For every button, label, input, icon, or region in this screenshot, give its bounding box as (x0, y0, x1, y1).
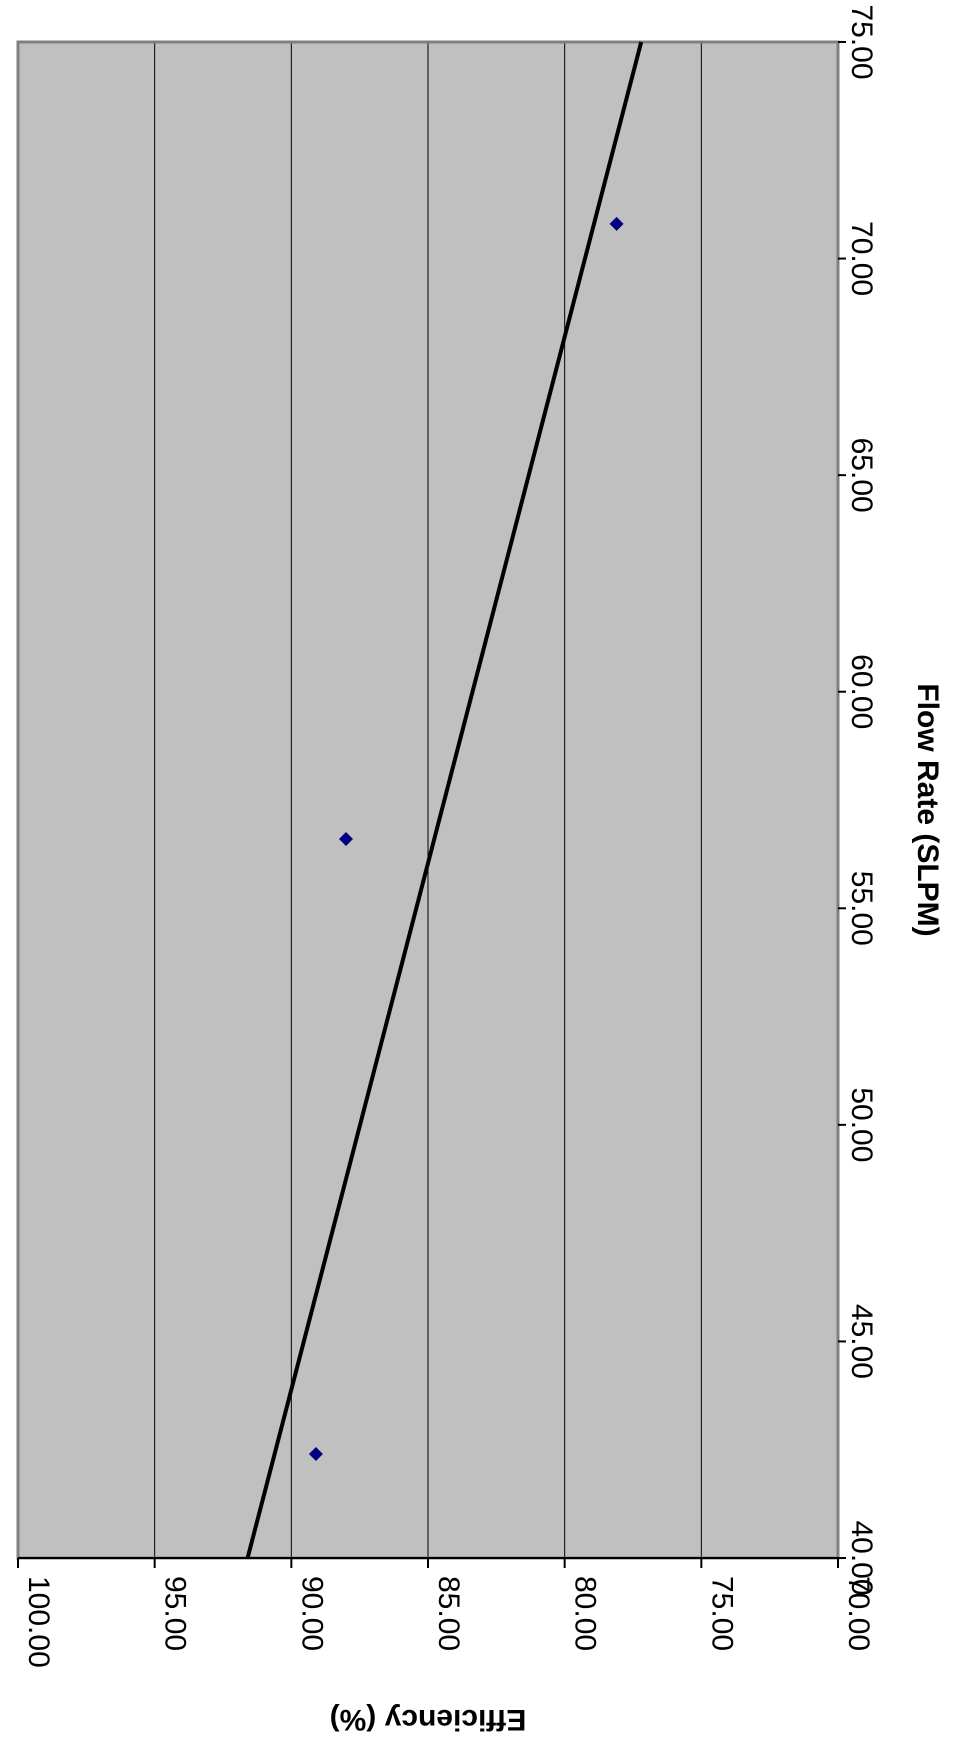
data-point (609, 216, 624, 231)
x-axis-title: Flow Rate (SLPM) (911, 683, 944, 936)
x-tick-label: 75.00 (845, 4, 878, 79)
data-point (308, 1447, 323, 1462)
y-axis-ticks: 70.00 75.00 80.00 85.00 90.00 95.00 100.00 (17, 1558, 875, 1668)
chart-root: 70.00 75.00 80.00 85.00 90.00 95.00 100.00 40.… (16, 4, 944, 1736)
trendline (245, 41, 644, 1559)
x-tick-label: 50.00 (845, 1087, 878, 1162)
y-tick-label: 85.00 (432, 1576, 465, 1651)
y-tick-label: 80.00 (569, 1576, 602, 1651)
x-axis-ticks: 40.00 45.00 50.00 55.00 60.00 65.00 70.00 75.00 (838, 4, 878, 1596)
x-tick-label: 45.00 (845, 1304, 878, 1379)
x-tick-label: 70.00 (845, 221, 878, 296)
data-points (308, 216, 624, 1462)
gridlines (154, 42, 702, 1558)
y-tick-label: 100.00 (22, 1576, 55, 1668)
x-tick-label: 55.00 (845, 871, 878, 946)
y-tick-label: 75.00 (705, 1576, 738, 1651)
y-tick-label: 90.00 (295, 1576, 328, 1651)
y-tick-label: 95.00 (159, 1576, 192, 1651)
x-tick-label: 65.00 (845, 438, 878, 513)
y-tick-label: 70.00 (842, 1576, 875, 1651)
data-point (339, 831, 353, 846)
x-tick-label: 60.00 (845, 654, 878, 729)
x-tick-label: 40.00 (845, 1520, 878, 1595)
y-axis-title: Efficiency (%) (330, 1703, 527, 1736)
